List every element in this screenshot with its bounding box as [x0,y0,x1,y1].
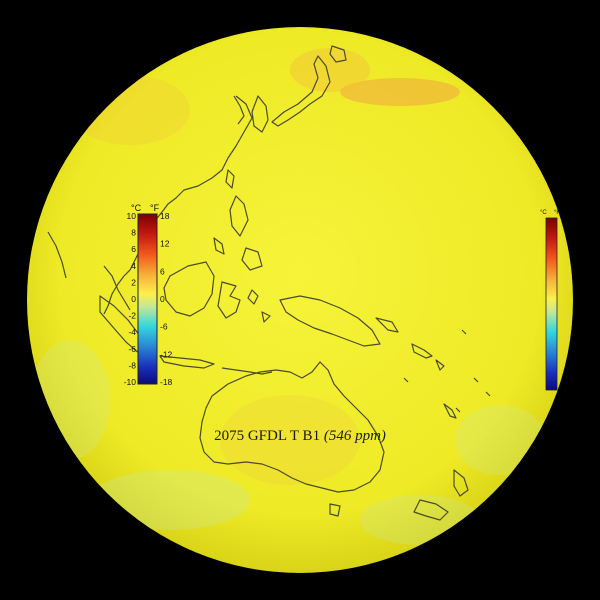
coast-new-caledonia [443,403,457,419]
coast-yellow-sea [233,95,245,125]
celsius-tick-label: -6 [128,344,136,354]
colorbar-unit-c: °C [131,203,142,213]
cool-patch-east [455,405,545,475]
coast-java [159,355,215,369]
coast-new-zealand-north [453,469,469,497]
coast-japan [271,55,331,127]
colorbar-limb: °C °F [540,210,560,391]
coast-sulawesi [217,281,241,319]
coast-china [161,95,253,213]
celsius-ticks: 10 8 6 4 2 0 -2 -4 -6 -8 -10 [124,211,137,387]
caption-concentration: (546 ppm) [323,428,386,444]
coast-pacific-islands [403,329,491,413]
colorbar-limb-gradient [545,217,558,391]
coast-lesser-sunda [221,367,273,375]
coast-korea [251,95,269,133]
coast-bismarck [375,317,399,333]
colorbar: °C °F 10 8 6 4 2 0 -2 -4 -6 -8 -10 18 12 6 0 -6 -12 -18 [124,203,173,387]
fahrenheit-tick-label: 18 [160,211,170,221]
coast-solomons [411,343,445,371]
celsius-tick-label: 6 [131,244,136,254]
coast-moluccas [247,289,271,323]
colorbar-unit-f: °F [150,203,160,213]
warm-patch-japan [290,48,370,92]
celsius-tick-label: -4 [128,327,136,337]
coast-visayas [213,237,225,255]
colorbar-limb-unit-c: °C [540,210,547,216]
coast-tasmania [329,503,341,517]
coast-borneo [163,261,215,317]
colorbar-gradient [137,213,158,385]
colorbar-limb-unit-f: °F [554,210,560,216]
celsius-tick-label: 0 [131,294,136,304]
coast-mindanao [241,247,263,271]
fahrenheit-tick-label: -18 [160,377,173,387]
warm-patch-australia [220,395,360,485]
warm-patch-north-pacific [340,78,460,106]
coast-australia [199,361,385,493]
coast-luzon [229,195,249,237]
map-caption: 2075 GFDL T B1 (546 ppm) [0,428,600,445]
celsius-tick-label: -8 [128,360,136,370]
celsius-tick-label: 4 [131,261,136,271]
fahrenheit-ticks: 18 12 6 0 -6 -12 -18 [160,211,173,387]
coast-india [47,231,67,279]
coastlines [47,45,491,521]
coast-malay [103,265,131,311]
celsius-tick-label: 2 [131,277,136,287]
coast-hokkaido [329,45,347,63]
fahrenheit-tick-label: 12 [160,239,170,249]
celsius-tick-label: -2 [128,311,136,321]
caption-year-model: 2075 GFDL T B1 [214,428,321,444]
globe-disk [27,27,573,573]
coast-taiwan [225,169,235,189]
celsius-tick-label: 8 [131,228,136,238]
fahrenheit-tick-label: -6 [160,322,168,332]
fahrenheit-tick-label: -12 [160,349,173,359]
coast-new-guinea [279,295,381,347]
cool-patch-south-2 [360,495,480,545]
coast-new-zealand-south [413,499,449,521]
warm-patch-asia [70,75,190,145]
celsius-tick-label: -10 [124,377,137,387]
fahrenheit-tick-label: 0 [160,294,165,304]
celsius-tick-label: 10 [127,211,137,221]
cool-patch-south-1 [90,470,250,530]
fahrenheit-tick-label: 6 [160,266,165,276]
